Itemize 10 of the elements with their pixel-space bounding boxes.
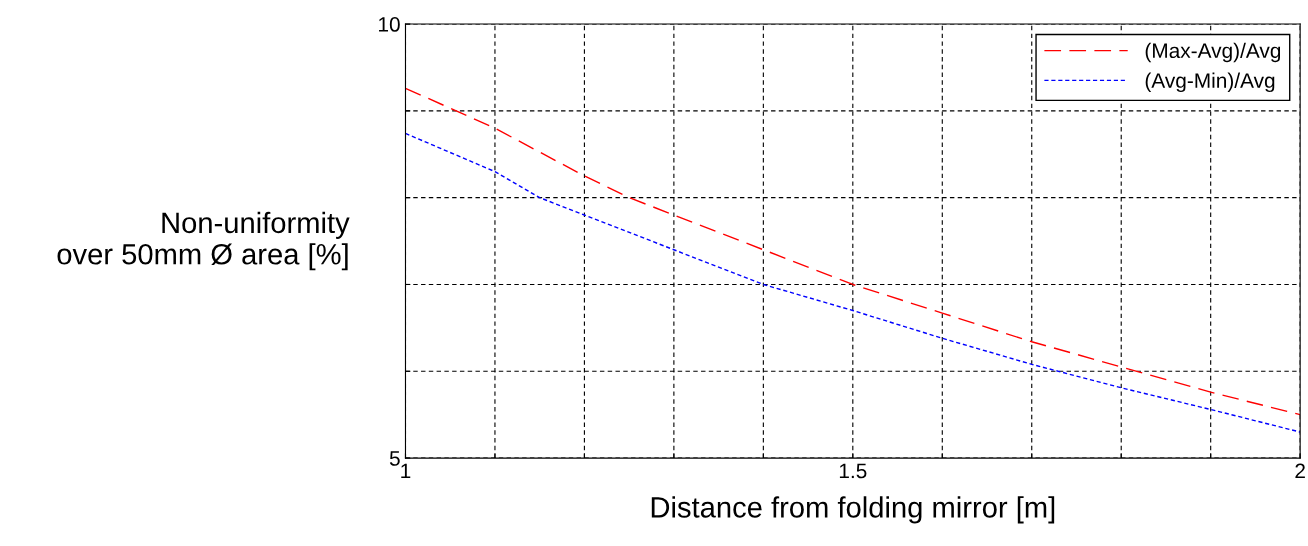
y-axis-title: Non-uniformity over 50mm Ø area [%] xyxy=(57,211,350,271)
x-axis-title: Distance from folding mirror [m] xyxy=(651,496,1055,524)
y-tick-label: 5 xyxy=(389,451,400,466)
x-tick-label: 1.5 xyxy=(839,463,867,479)
x-tick-label: 1 xyxy=(401,463,411,479)
x-tick-label: 2 xyxy=(1295,463,1305,479)
legend-label: (Avg-Min)/Avg xyxy=(1145,72,1275,93)
y-tick-label: 10 xyxy=(379,17,400,32)
legend-label: (Max-Avg)/Avg xyxy=(1145,42,1281,63)
line-series xyxy=(405,132,1301,433)
